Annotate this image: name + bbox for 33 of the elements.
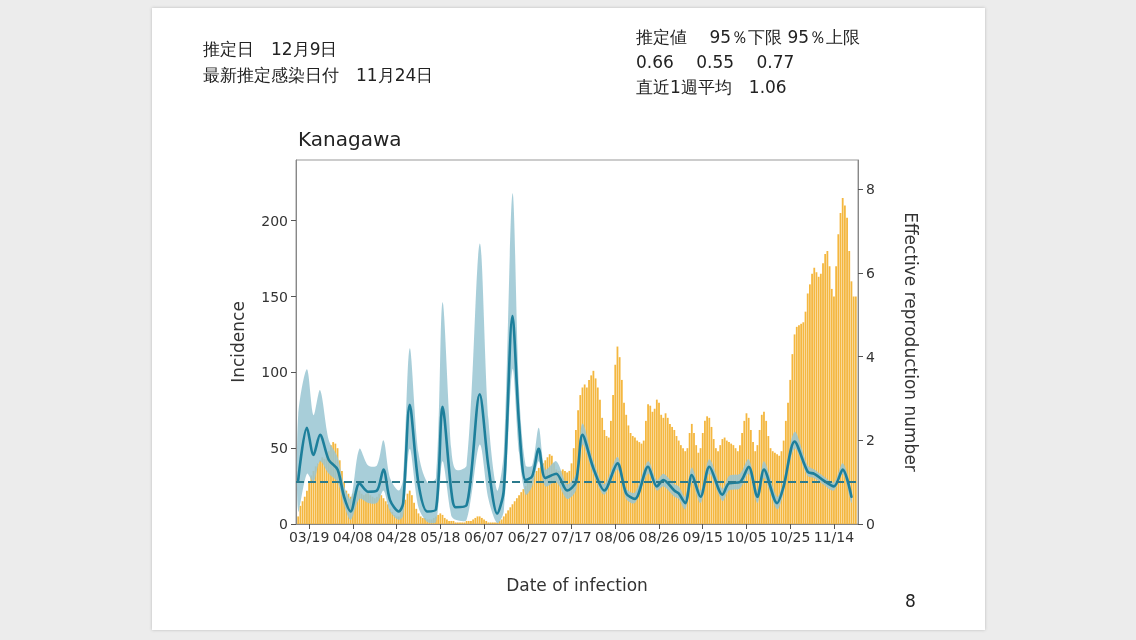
x-axis-title: Date of infection (506, 574, 648, 595)
text: 推定値 95％下限 95％上限 (636, 26, 861, 47)
y2-tick-label: 6 (866, 264, 875, 281)
y2-tick-label: 8 (866, 181, 875, 198)
x-tick-label: 04/08 (332, 529, 374, 545)
x-tick-label: 10/25 (770, 529, 811, 545)
y2-axis-title: Effective reproduction number (900, 212, 921, 472)
x-tick-label: 11/14 (813, 529, 855, 545)
y2-tick-label: 4 (866, 348, 875, 365)
x-tick-label: 09/15 (682, 529, 723, 545)
text: 直近1週平均 1.06 (636, 76, 787, 97)
x-tick-label: 06/07 (463, 529, 505, 545)
y2-tick-label: 0 (866, 516, 875, 532)
x-tick-label: 03/19 (288, 529, 330, 545)
x-tick-label: 06/27 (507, 529, 548, 545)
y-tick-label: 100 (261, 364, 288, 381)
x-tick-label: 04/28 (376, 529, 417, 545)
text: 8 (905, 590, 916, 611)
x-tick-label: 08/26 (638, 529, 680, 545)
text: 最新推定感染日付 11月24日 (203, 64, 434, 85)
text: 0.66 0.55 0.77 (636, 51, 795, 72)
y-axis-title: Incidence (227, 301, 248, 383)
x-tick-label: 10/05 (726, 529, 767, 545)
text: 推定日 12月9日 (203, 38, 338, 59)
y-tick-label: 0 (279, 516, 288, 532)
x-tick-label: 08/06 (595, 529, 636, 545)
y-tick-label: 50 (270, 440, 288, 457)
y-tick-label: 150 (261, 288, 288, 305)
y-tick-label: 200 (261, 212, 288, 229)
x-tick-label: 05/18 (420, 529, 461, 545)
y2-tick-label: 2 (866, 432, 875, 449)
x-tick-label: 07/17 (551, 529, 592, 545)
chart-title: Kanagawa (298, 127, 402, 151)
